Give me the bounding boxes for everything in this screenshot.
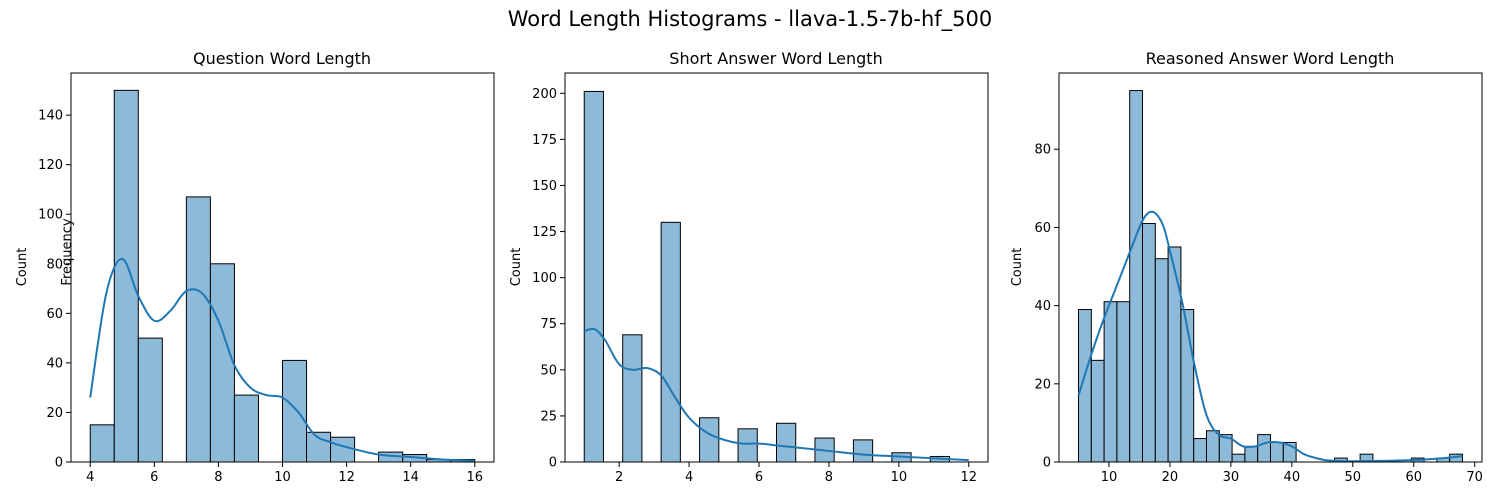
histogram-bar — [660, 221, 681, 463]
x-tick-label: 16 — [466, 470, 483, 485]
y-tick-label: 200 — [532, 87, 557, 102]
axes-frame — [564, 72, 989, 463]
y-tick-label: 125 — [532, 225, 557, 240]
x-tick-label: 20 — [1162, 470, 1179, 485]
y-axis-label-reasoned-answer: Count — [1010, 248, 1025, 287]
x-tick-label: 4 — [685, 470, 693, 485]
stray-frequency-label: Frequency — [60, 218, 75, 285]
histogram-bar — [1142, 223, 1156, 463]
histogram-bar — [1078, 309, 1092, 463]
histogram-bar — [583, 90, 604, 463]
histogram-bar — [89, 424, 115, 463]
histogram-bar — [1206, 430, 1220, 463]
histogram-bar — [185, 196, 211, 463]
histogram-bar — [1193, 438, 1208, 463]
x-tick-label: 30 — [1223, 470, 1240, 485]
y-axis-label-question: Count — [15, 248, 30, 287]
y-tick-label: 140 — [38, 109, 63, 124]
histogram-bar — [699, 417, 720, 463]
y-tick-label: 150 — [532, 179, 557, 194]
y-tick-label: 20 — [1034, 377, 1051, 392]
y-tick-label: 20 — [46, 406, 63, 421]
x-tick-label: 8 — [214, 470, 222, 485]
histogram-bar — [622, 334, 643, 463]
histogram-bar — [1270, 441, 1284, 463]
x-tick-label: 40 — [1284, 470, 1301, 485]
y-tick-label: 0 — [1043, 456, 1051, 471]
kde-curve — [1077, 210, 1463, 463]
x-tick-label: 6 — [755, 470, 763, 485]
histogram-bar — [113, 89, 139, 463]
y-tick-label: 25 — [540, 409, 557, 424]
histogram-bar — [1129, 90, 1144, 463]
short-answer-length-panel: Short Answer Word Length Count 2 4 6 8 10 12 0… — [509, 49, 989, 485]
histogram-bar — [737, 428, 758, 463]
kde-curve — [583, 327, 969, 462]
question-length-panel: Question Word Length Count 4 6 8 10 12 14 16 0 2… — [15, 49, 495, 485]
y-tick-label: 75 — [540, 317, 557, 332]
histogram-bar — [1116, 301, 1131, 463]
x-tick-label: 10 — [891, 470, 908, 485]
panel-title-short-answer: Short Answer Word Length — [669, 49, 882, 68]
x-tick-label: 60 — [1405, 470, 1422, 485]
y-tick-label: 0 — [549, 456, 557, 471]
x-tick-label: 6 — [150, 470, 158, 485]
histogram-bar — [852, 439, 874, 463]
y-tick-label: 60 — [1034, 221, 1051, 236]
x-tick-label: 8 — [825, 470, 833, 485]
y-tick-label: 60 — [46, 307, 63, 322]
histogram-bar — [1167, 246, 1182, 463]
x-tick-label: 4 — [86, 470, 94, 485]
histogram-bar — [1154, 258, 1169, 463]
histogram-bar — [233, 394, 259, 463]
panel-title-reasoned-answer: Reasoned Answer Word Length — [1146, 49, 1395, 68]
y-tick-label: 40 — [46, 356, 63, 371]
x-tick-label: 70 — [1466, 470, 1483, 485]
x-tick-label: 2 — [615, 470, 623, 485]
panel-title-question: Question Word Length — [193, 49, 371, 68]
histogram-bar — [776, 422, 797, 463]
x-tick-label: 12 — [338, 470, 355, 485]
histogram-bar — [282, 359, 308, 463]
y-tick-label: 100 — [532, 271, 557, 286]
x-tick-label: 10 — [1101, 470, 1118, 485]
histogram-bar — [1244, 445, 1259, 463]
axes-frame — [1058, 72, 1483, 463]
y-axis-label-short-answer: Count — [509, 248, 524, 287]
histogram-bar — [209, 263, 235, 463]
histogram-bar — [1257, 434, 1272, 463]
histogram-bar — [1103, 301, 1118, 463]
x-tick-label: 10 — [274, 470, 291, 485]
y-tick-label: 100 — [38, 208, 63, 223]
histogram-bar — [1090, 359, 1105, 463]
x-tick-label: 14 — [402, 470, 419, 485]
y-tick-label: 40 — [1034, 299, 1051, 314]
x-tick-label: 50 — [1345, 470, 1362, 485]
y-tick-label: 80 — [1034, 143, 1051, 158]
y-tick-label: 50 — [540, 363, 557, 378]
x-tick-label: 12 — [960, 470, 977, 485]
figure-suptitle: Word Length Histograms - llava-1.5-7b-hf… — [508, 7, 993, 32]
y-tick-label: 80 — [46, 257, 63, 272]
histogram-bar — [137, 337, 163, 463]
histogram-bar — [1231, 453, 1246, 463]
histogram-bar — [330, 436, 356, 463]
y-tick-label: 175 — [532, 133, 557, 148]
kde-curve — [89, 257, 475, 462]
y-tick-label: 0 — [55, 456, 63, 471]
y-tick-label: 120 — [38, 158, 63, 173]
reasoned-answer-length-panel: Reasoned Answer Word Length Count 10 20 30… — [1010, 49, 1483, 485]
